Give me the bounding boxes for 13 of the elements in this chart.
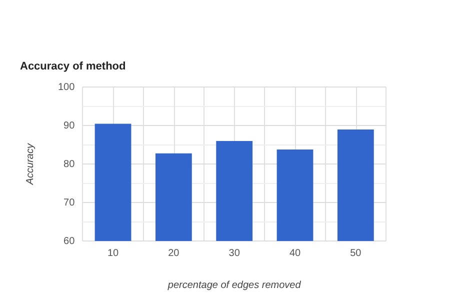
x-tick-label: 30 <box>228 248 240 259</box>
x-tick-label: 50 <box>350 248 362 259</box>
y-tick-label: 60 <box>64 236 76 247</box>
x-tick-label: 40 <box>289 248 302 259</box>
y-axis-title: Accuracy <box>24 142 36 186</box>
y-tick-label: 90 <box>64 120 76 132</box>
x-axis-title: percentage of edges removed <box>166 280 302 291</box>
chart-title: Accuracy of method <box>20 60 126 73</box>
y-tick-label: 70 <box>64 197 76 208</box>
y-tick-label: 80 <box>64 158 76 170</box>
x-tick-label: 10 <box>107 248 120 259</box>
y-tick-label: 100 <box>58 82 76 93</box>
x-tick-label: 20 <box>168 248 180 259</box>
